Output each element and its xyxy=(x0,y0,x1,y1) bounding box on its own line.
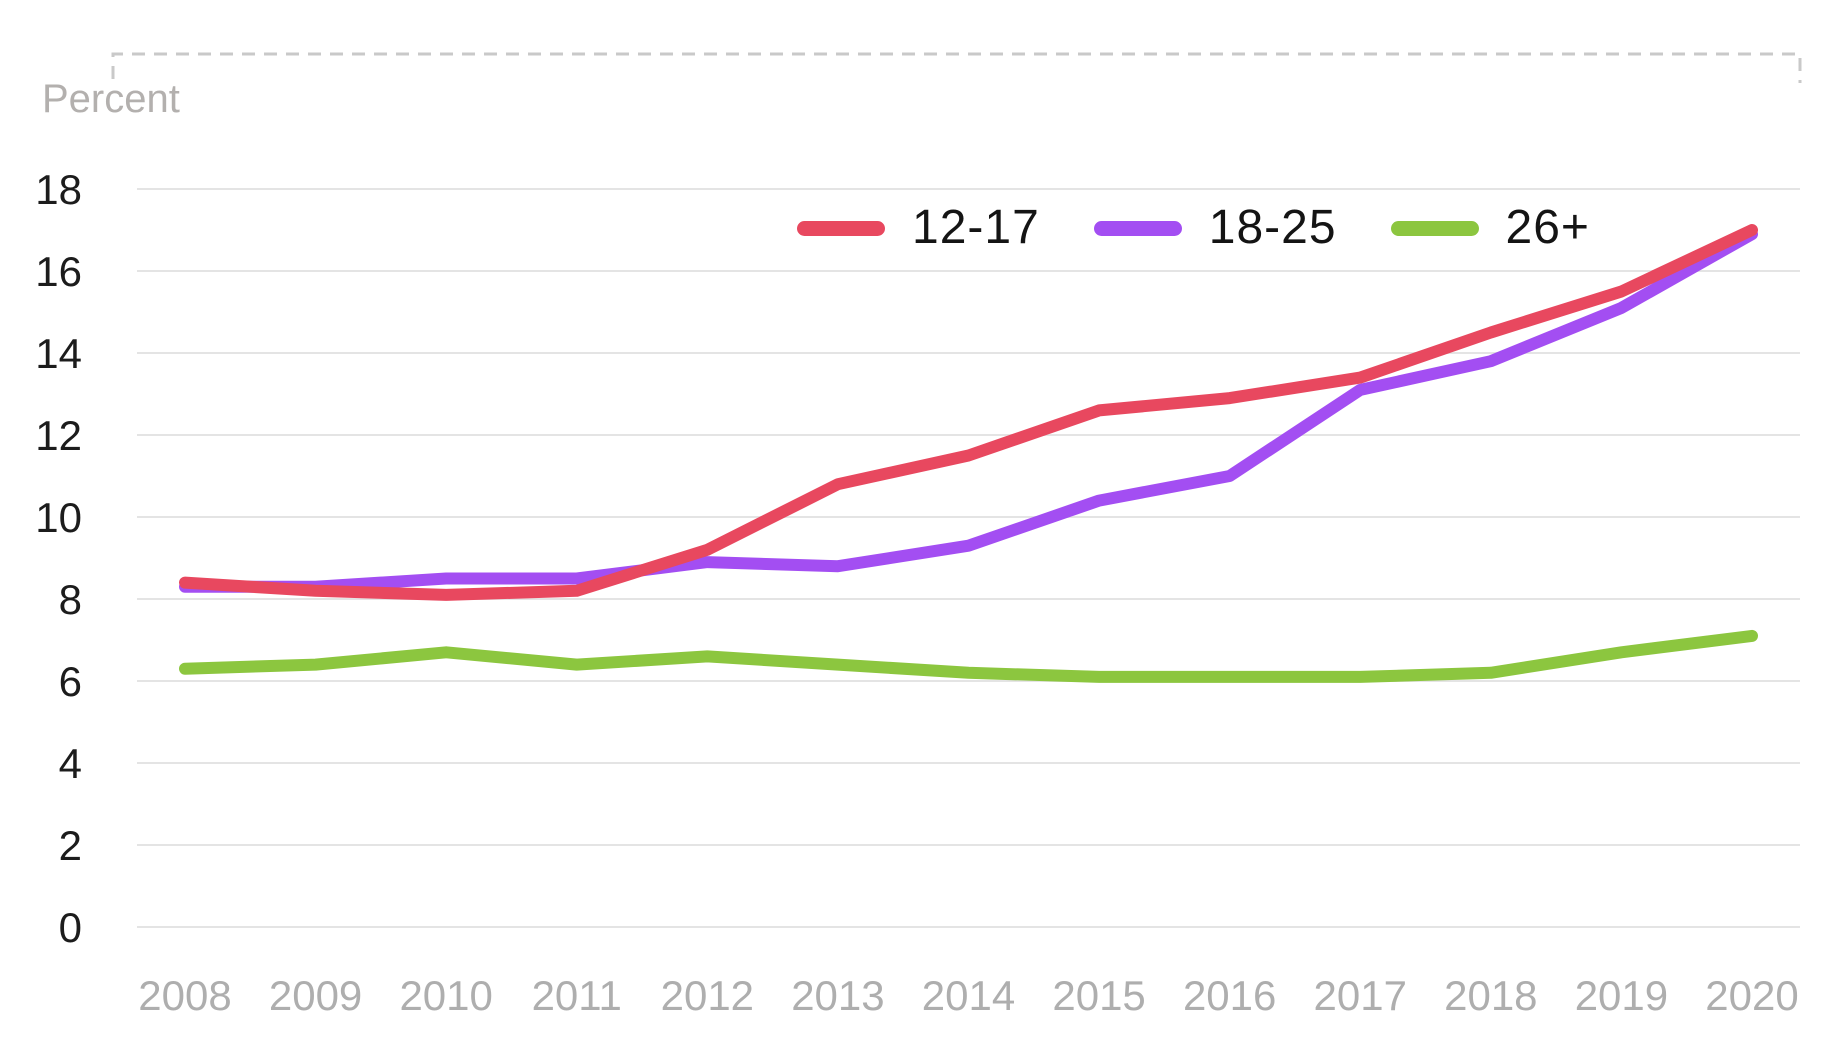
series-line-18-25 xyxy=(179,228,1758,593)
x-axis-tick-label: 2011 xyxy=(532,972,622,1019)
x-axis-tick-label: 2009 xyxy=(269,972,362,1019)
x-axis-tick-label: 2016 xyxy=(1183,972,1276,1019)
x-axis-tick-label: 2012 xyxy=(661,972,754,1019)
x-axis-tick-label: 2008 xyxy=(138,972,231,1019)
x-axis-tick-label: 2017 xyxy=(1314,972,1407,1019)
x-axis-tick-label: 2020 xyxy=(1705,972,1798,1019)
x-axis-tick-label: 2018 xyxy=(1444,972,1537,1019)
y-axis-tick-label: 10 xyxy=(35,494,82,541)
x-axis-tick-label: 2015 xyxy=(1052,972,1145,1019)
gridlines xyxy=(137,188,1800,928)
y-axis-tick-label: 12 xyxy=(35,412,82,459)
legend-swatch-12-17 xyxy=(797,220,885,236)
y-axis-tick-label: 2 xyxy=(59,822,82,869)
x-axis-tick-label: 2013 xyxy=(791,972,884,1019)
y-axis-unit-label: Percent xyxy=(42,77,180,121)
legend-label: 12-17 xyxy=(912,201,1040,254)
legend-swatch-18-25 xyxy=(1093,220,1182,236)
y-axis-tick-label: 8 xyxy=(59,576,82,623)
y-axis-tick-label: 4 xyxy=(59,740,82,787)
legend-item-12-17: 12-17 xyxy=(797,200,1040,256)
selection-marquee xyxy=(111,52,1802,83)
legend-swatch-26+ xyxy=(1390,220,1479,236)
y-axis-tick-label: 18 xyxy=(35,166,82,213)
y-axis-ticks: 0 2 4 6 8 10 12 14 16 18 xyxy=(35,166,82,951)
y-axis-tick-label: 6 xyxy=(59,658,82,705)
x-axis-tick-label: 2019 xyxy=(1575,972,1668,1019)
x-axis-tick-label: 2010 xyxy=(399,972,492,1019)
legend-item-26+: 26+ xyxy=(1390,200,1590,256)
y-axis-tick-label: 16 xyxy=(35,248,82,295)
legend-item-18-25: 18-25 xyxy=(1093,200,1337,256)
y-axis-tick-label: 14 xyxy=(35,330,82,377)
series-line-26+ xyxy=(179,629,1758,683)
y-axis-tick-label: 0 xyxy=(59,904,82,951)
data-series xyxy=(179,224,1758,683)
legend: 12-17 18-25 26+ xyxy=(797,200,1590,256)
series-line-12-17 xyxy=(179,224,1758,601)
x-axis-tick-label: 2014 xyxy=(922,972,1015,1019)
legend-label: 18-25 xyxy=(1208,201,1337,254)
x-axis-ticks: 2008 2009 2010 2011 2012 2013 2014 2015 2016 2017… xyxy=(138,972,1798,1019)
legend-label: 26+ xyxy=(1505,201,1590,254)
